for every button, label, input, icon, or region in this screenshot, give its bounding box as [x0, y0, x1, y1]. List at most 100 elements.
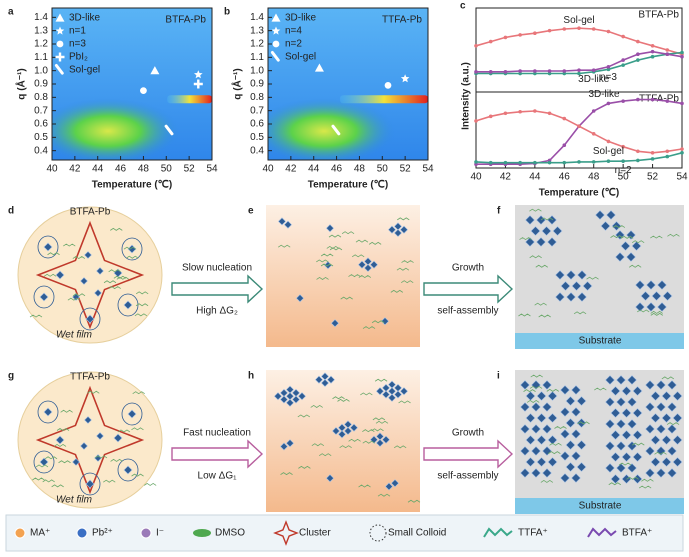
series-point	[562, 69, 567, 73]
octahedron	[84, 251, 92, 259]
colloid	[37, 400, 59, 424]
octahedron	[542, 402, 552, 412]
colloid	[33, 450, 55, 474]
ligand	[310, 404, 323, 408]
octahedron	[571, 451, 581, 461]
ligand	[526, 399, 540, 403]
ligand	[667, 233, 680, 237]
colloid	[79, 307, 101, 331]
ligand	[280, 472, 293, 476]
octahedron	[520, 402, 530, 412]
octahedron	[656, 380, 666, 390]
wet-film-label: Wet film	[56, 330, 92, 341]
panel-label: f	[497, 206, 501, 217]
ligand	[131, 473, 144, 477]
octahedron	[399, 387, 409, 396]
x-tick-label: 40	[470, 172, 482, 183]
octahedron	[582, 281, 593, 291]
heatmap-streak	[340, 95, 428, 104]
ligand	[397, 217, 410, 221]
octahedron	[577, 270, 587, 280]
ligand	[666, 422, 680, 426]
ligand	[594, 387, 607, 391]
panel-label: c	[460, 1, 466, 12]
octahedron	[571, 385, 581, 395]
octahedron	[39, 292, 49, 302]
y-tick-label: 0.5	[250, 132, 264, 143]
ligand	[60, 409, 73, 413]
octahedron	[123, 465, 133, 475]
wet-film	[17, 371, 163, 509]
ligand	[374, 378, 388, 382]
arrow	[423, 439, 514, 469]
octahedron	[384, 482, 394, 491]
octahedron	[525, 215, 535, 225]
series-point	[606, 101, 611, 106]
ligand	[523, 389, 536, 393]
ligand	[108, 286, 121, 290]
ligand	[126, 255, 139, 259]
ligand	[320, 253, 334, 257]
legend-label: Cluster	[299, 528, 331, 539]
legend-marker	[54, 64, 64, 75]
ligand	[398, 400, 411, 404]
film	[515, 205, 684, 333]
x-tick-label: 48	[354, 164, 366, 175]
octahedron	[606, 210, 616, 220]
x-tick-label: 52	[400, 164, 412, 175]
ligand	[337, 398, 350, 402]
legend-marker	[271, 26, 281, 35]
ligand	[641, 478, 654, 482]
colloid	[117, 293, 139, 317]
octahedron	[381, 390, 391, 399]
y-tick-label: 1.2	[250, 39, 264, 50]
octahedron	[662, 291, 673, 301]
series-point	[577, 160, 581, 164]
series-point	[591, 132, 596, 136]
point	[400, 74, 410, 83]
octahedron	[610, 474, 621, 484]
schematic-row: d BTFA-Pb Wet film Slow nucleation High ΔG₂ G…	[8, 205, 684, 349]
series-point	[488, 114, 493, 119]
octahedron	[343, 426, 353, 436]
octahedron	[55, 435, 65, 445]
octahedron	[576, 440, 587, 450]
point	[314, 63, 324, 72]
legend-label: n=4	[285, 26, 302, 37]
series-point	[488, 70, 493, 74]
octahedron	[531, 446, 541, 456]
legend-marker	[272, 40, 280, 48]
octahedron	[651, 291, 662, 301]
octahedron	[616, 397, 626, 407]
octahedron	[279, 442, 289, 451]
ligand	[375, 420, 389, 424]
octahedron	[565, 462, 576, 472]
heatmap-blob	[268, 97, 396, 160]
series-point	[621, 63, 625, 67]
series-point	[606, 159, 611, 163]
colloid	[121, 237, 143, 261]
series-point	[474, 70, 478, 74]
series-point	[680, 147, 684, 151]
arrow-label: Slow nucleation	[182, 263, 252, 274]
ligand	[518, 313, 531, 317]
ligand	[529, 385, 543, 389]
ligand	[143, 482, 157, 486]
frame	[475, 91, 683, 169]
octahedron	[627, 375, 637, 385]
series-point	[591, 109, 596, 113]
arrow-label: self-assembly	[437, 306, 498, 317]
octahedron	[279, 395, 289, 404]
series-point	[488, 160, 493, 165]
ligand	[103, 280, 117, 284]
octahedron	[381, 435, 391, 444]
octahedron	[84, 416, 92, 424]
y-tick-label: 1.1	[34, 52, 48, 63]
ligand	[529, 255, 542, 259]
colloid	[117, 458, 139, 482]
octahedron	[610, 408, 621, 418]
x-tick-label: 50	[377, 164, 389, 175]
series-point	[488, 39, 493, 44]
octahedron	[616, 463, 626, 473]
